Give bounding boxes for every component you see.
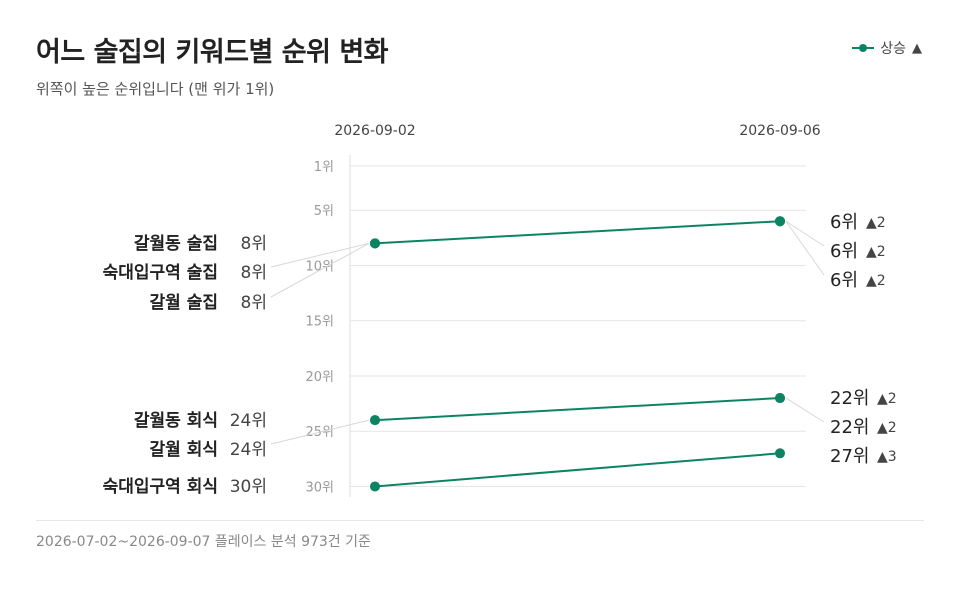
series-line-0 [374, 220, 781, 245]
y-tick-label-20: 20위 [305, 370, 334, 385]
left-series-label: 숙대입구역 회식 [103, 477, 218, 497]
left-leader-line [270, 242, 370, 268]
right-leader-line [785, 220, 825, 247]
right-value-label: 6위 [830, 212, 858, 233]
left-series-label: 갈월동 술집 [134, 234, 218, 254]
left-leader-line [270, 242, 370, 298]
left-series-label: 갈월동 회식 [134, 411, 218, 431]
left-series-label: 갈월 술집 [150, 293, 218, 313]
left-value-label: 8위 [241, 293, 267, 313]
series-line-3 [374, 397, 781, 422]
left-leader-line [270, 419, 370, 445]
right-delta-label: ▲2 [866, 273, 886, 289]
left-series-label: 갈월 회식 [150, 440, 218, 460]
data-point-start-5 [370, 481, 380, 492]
data-point-end-2 [775, 216, 785, 227]
right-delta-label: ▲2 [866, 244, 886, 260]
right-delta-label: ▲2 [866, 215, 886, 231]
left-series-label: 숙대입구역 술집 [103, 263, 218, 283]
up-arrow-icon: ▲ [912, 40, 922, 56]
x-label-1: 2026-09-06 [739, 123, 820, 139]
right-delta-label: ▲2 [877, 391, 897, 407]
chart-subtitle: 위쪽이 높은 순위입니다 (맨 위가 1위) [36, 80, 275, 98]
right-delta-label: ▲3 [877, 449, 897, 465]
y-tick-label-1: 1위 [314, 160, 334, 175]
right-value-label: 6위 [830, 241, 858, 262]
y-tick-label-5: 5위 [314, 204, 334, 219]
right-value-label: 22위 [830, 388, 869, 409]
data-point-start-2 [370, 238, 380, 249]
right-delta-label: ▲2 [877, 420, 897, 436]
y-tick-label-10: 10위 [305, 259, 334, 274]
data-point-end-4 [775, 393, 785, 404]
right-value-label: 22위 [830, 417, 869, 438]
legend: 상승 ▲ [852, 38, 922, 58]
x-label-0: 2026-09-02 [334, 123, 415, 139]
right-value-label: 27위 [830, 446, 869, 467]
data-point-end-5 [775, 448, 785, 459]
right-value-label: 6위 [830, 270, 858, 291]
footer-divider [36, 520, 924, 521]
left-value-label: 30위 [230, 477, 267, 497]
y-tick-label-25: 25위 [305, 425, 334, 440]
right-leader-line [785, 397, 825, 423]
legend-line-marker [852, 44, 875, 52]
left-value-label: 24위 [230, 411, 267, 431]
y-tick-label-30: 30위 [305, 480, 334, 495]
left-value-label: 8위 [241, 263, 267, 283]
data-point-start-4 [370, 415, 380, 426]
right-leader-line [785, 220, 825, 276]
chart-title: 어느 술집의 키워드별 순위 변화 [36, 37, 389, 68]
left-value-label: 24위 [230, 440, 267, 460]
series-line-5 [374, 452, 781, 488]
y-tick-label-15: 15위 [305, 315, 334, 330]
footer-note: 2026-07-02~2026-09-07 플레이스 분석 973건 기준 [36, 534, 371, 550]
legend-label: 상승 [880, 41, 906, 57]
left-value-label: 8위 [241, 234, 267, 254]
